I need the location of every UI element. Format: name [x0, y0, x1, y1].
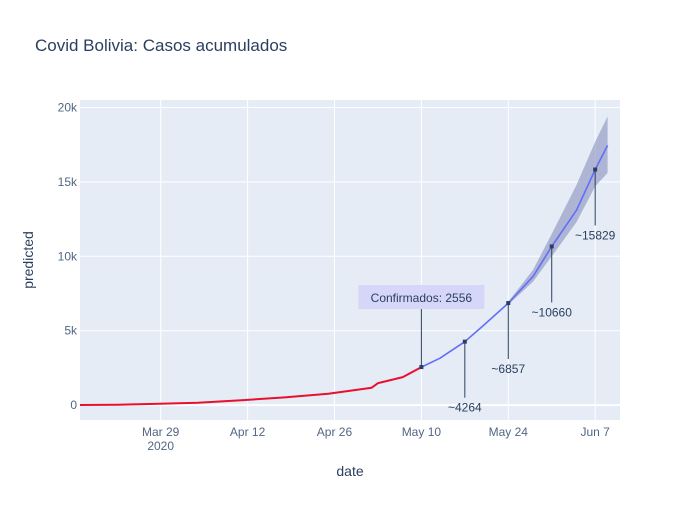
chart-title: Covid Bolivia: Casos acumulados	[35, 36, 287, 55]
annotation-label: ~15829	[575, 229, 616, 243]
annotation-label: ~10660	[532, 305, 573, 319]
x-tick-label: May 10	[402, 425, 442, 439]
annotation-label: Confirmados: 2556	[371, 291, 473, 305]
y-tick-label: 0	[70, 398, 77, 412]
y-tick-label: 20k	[58, 100, 78, 114]
x-tick-label: May 24	[489, 425, 529, 439]
y-tick-label: 15k	[58, 175, 78, 189]
x-tick-label: Apr 26	[317, 425, 353, 439]
annotation-label: ~4264	[448, 401, 482, 415]
x-tick-sublabel: 2020	[147, 439, 174, 453]
plot-area	[80, 100, 620, 420]
confirmed-line	[79, 366, 422, 406]
x-tick-label: Mar 29	[142, 425, 180, 439]
x-axis-title: date	[336, 463, 363, 479]
x-tick-label: Jun 7	[580, 425, 610, 439]
predicted-line	[421, 145, 609, 368]
annotation-box	[358, 285, 485, 309]
series-layer	[79, 145, 609, 406]
y-tick-label: 5k	[64, 324, 78, 338]
annotations: Confirmados: 2556 ~4264 ~6857 ~10660 ~15829	[358, 167, 616, 415]
annotation-label: ~6857	[491, 362, 525, 376]
gridlines	[80, 100, 620, 420]
x-tick-label: Apr 12	[230, 425, 266, 439]
y-tick-label: 10k	[58, 249, 78, 263]
y-axis-title: predicted	[20, 231, 36, 289]
